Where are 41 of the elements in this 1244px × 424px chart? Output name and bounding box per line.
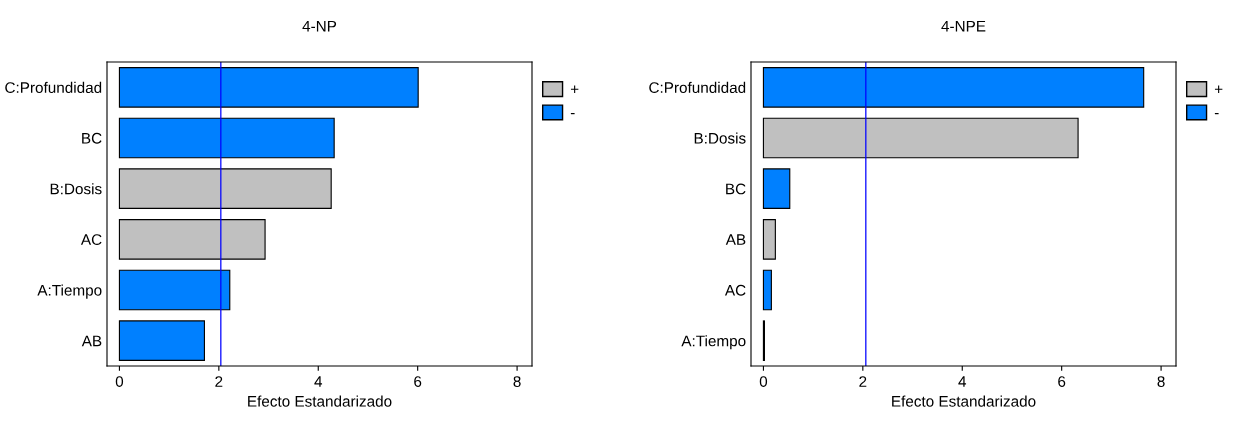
bar — [762, 269, 772, 311]
bar — [118, 168, 332, 209]
x-tick-label: 4 — [958, 376, 967, 387]
x-axis-title: Efecto Estandarizado — [248, 395, 392, 407]
y-tick-label: AB — [81, 335, 102, 347]
x-tick-label: 2 — [859, 376, 867, 387]
bar — [762, 219, 776, 260]
legend-label: - — [1214, 113, 1219, 115]
x-tick-label: 6 — [414, 376, 422, 387]
x-axis-title: Efecto Estandarizado — [892, 395, 1036, 407]
bar — [762, 117, 1079, 159]
x-tick-label: 8 — [1157, 376, 1165, 387]
x-tick-label: 6 — [1058, 376, 1066, 387]
bar — [118, 67, 419, 108]
y-tick-label: AC — [80, 234, 102, 246]
y-tick-label: A:Tiempo — [37, 284, 102, 299]
y-tick-label: C:Profundidad — [5, 81, 102, 94]
y-tick-label: B:Dosis — [694, 132, 746, 144]
bar — [118, 117, 335, 159]
bar — [118, 219, 266, 260]
bar — [118, 269, 231, 311]
y-tick-label: BC — [726, 183, 746, 195]
bar — [762, 168, 791, 209]
y-tick-label: AB — [725, 234, 746, 245]
legend-label: + — [1214, 85, 1223, 93]
x-tick-label: 2 — [215, 376, 223, 387]
x-tick-label: 0 — [115, 376, 124, 387]
y-tick-label: C:Profundidad — [649, 81, 746, 94]
bar — [118, 320, 205, 361]
y-tick-label: BC — [82, 132, 102, 144]
chart-title: 4-NP — [302, 20, 337, 32]
legend-label: - — [570, 113, 575, 115]
x-tick-label: 0 — [759, 376, 768, 387]
y-tick-label: A:Tiempo — [681, 335, 746, 350]
bar — [762, 67, 1145, 108]
chart-title: 4-NPE — [941, 20, 986, 32]
legend-label: + — [570, 85, 579, 93]
x-tick-label: 4 — [314, 376, 323, 387]
y-tick-label: B:Dosis — [50, 183, 102, 195]
x-tick-label: 8 — [513, 376, 521, 387]
y-tick-label: AC — [724, 284, 746, 296]
